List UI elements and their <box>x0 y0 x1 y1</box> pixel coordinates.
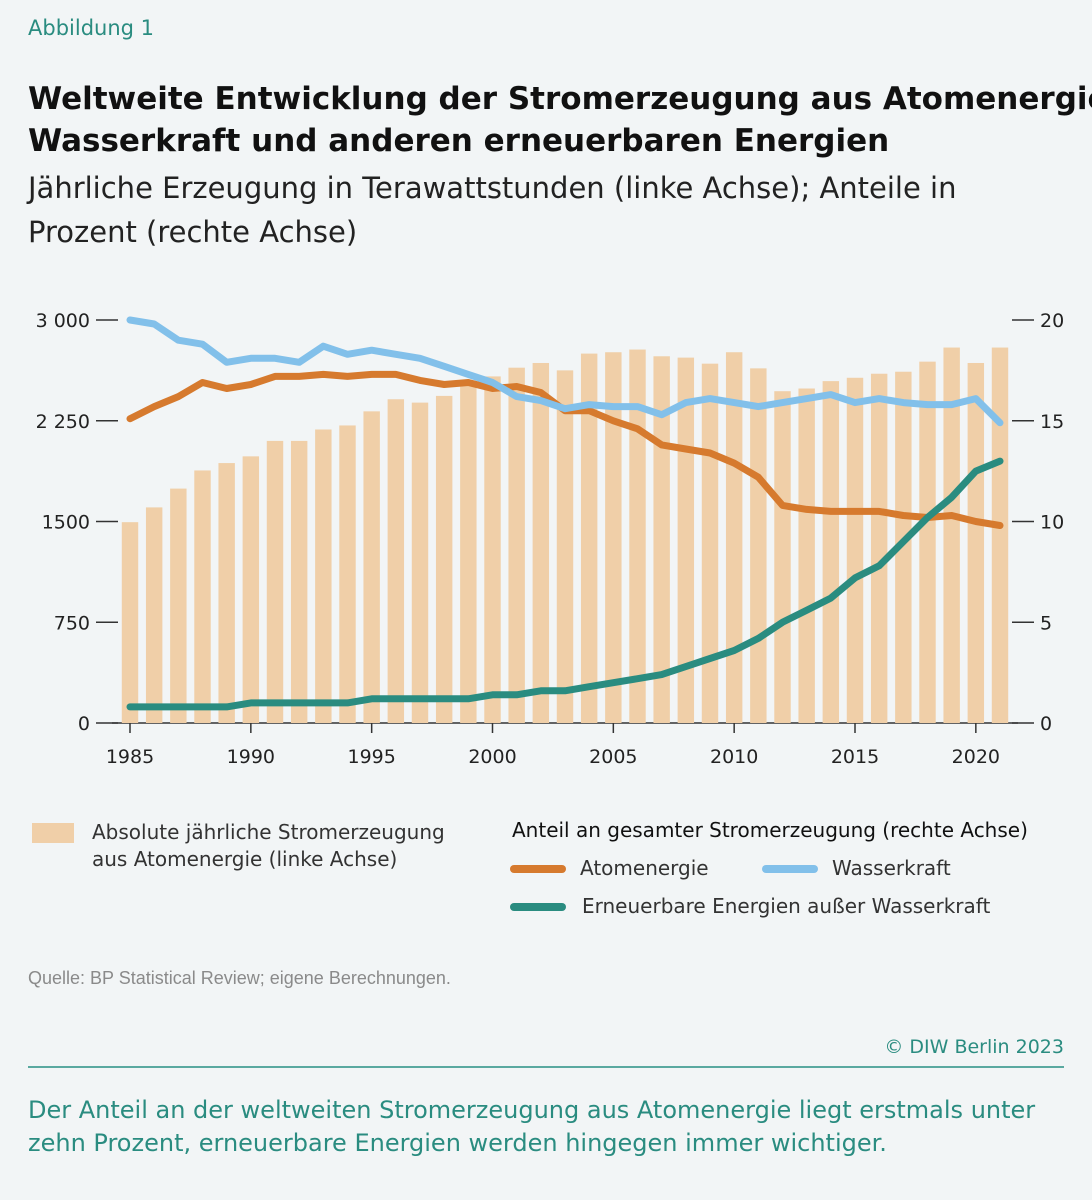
x-axis-tick-label: 2020 <box>952 746 1000 768</box>
right-axis-tick-label: 0 <box>1040 713 1052 735</box>
bar-1988 <box>194 470 211 723</box>
legend-hydro-label: Wasserkraft <box>832 856 951 880</box>
x-axis-tick-label: 1995 <box>347 746 395 768</box>
legend-nuclear-swatch <box>510 865 566 873</box>
bar-2003 <box>556 370 574 723</box>
x-axis-tick-label: 1990 <box>227 746 275 768</box>
chart-subtitle-line-2: Prozent (rechte Achse) <box>28 215 358 249</box>
source-note: Quelle: BP Statistical Review; eigene Be… <box>28 968 451 988</box>
bar-1987 <box>170 488 187 723</box>
figure-label: Abbildung 1 <box>28 16 155 40</box>
legend-bars-label: Absolute jährliche Stromerzeugung aus At… <box>92 819 445 873</box>
bar-2021 <box>991 347 1009 723</box>
left-axis-tick-label: 3 000 <box>36 310 90 332</box>
legend-bars-label-line-2: aus Atomenergie (linke Achse) <box>92 847 398 871</box>
chart-subtitle: Jährliche Erzeugung in Terawattstunden (… <box>28 166 956 254</box>
chart-title-line-2: Wasserkraft und anderen erneuerbaren Ene… <box>28 123 890 159</box>
left-axis-tick-label: 750 <box>54 612 90 634</box>
right-axis-tick-label: 15 <box>1040 411 1064 433</box>
legend-renewables-label: Erneuerbare Energien außer Wasserkraft <box>582 894 991 918</box>
legend-nuclear-label: Atomenergie <box>580 856 709 880</box>
right-axis-tick-label: 20 <box>1040 310 1064 332</box>
bar-1985 <box>121 522 139 723</box>
bar-2001 <box>508 367 525 723</box>
bar-2002 <box>532 362 550 723</box>
bar-1992 <box>290 440 308 723</box>
bar-1991 <box>266 440 284 723</box>
legend-group-title: Anteil an gesamter Stromerzeugung (recht… <box>512 818 1028 842</box>
combo-chart: 0 750 1500 2 250 3 000 0 5 10 15 20 1985 1990 1995 20… <box>36 310 1065 768</box>
bar-2009 <box>701 363 719 723</box>
bar-2011 <box>750 368 767 723</box>
chart-title-line-1: Weltweite Entwicklung der Stromerzeugung… <box>28 81 1092 117</box>
bar-2017 <box>895 371 912 723</box>
x-axis-tick-label: 2010 <box>710 746 758 768</box>
bars-layer <box>121 347 1009 723</box>
legend-bars-label-line-1: Absolute jährliche Stromerzeugung <box>92 820 445 844</box>
chart-subtitle-line-1: Jährliche Erzeugung in Terawattstunden (… <box>28 171 957 205</box>
bar-1997 <box>411 402 429 723</box>
bar-1990 <box>242 456 260 723</box>
bar-2018 <box>919 361 936 723</box>
bar-2019 <box>943 347 960 723</box>
bar-1998 <box>435 395 453 723</box>
tick-labels-layer: 0 750 1500 2 250 3 000 0 5 10 15 20 1985 1990 1995 20… <box>36 310 1065 768</box>
left-axis-tick-label: 2 250 <box>36 411 90 433</box>
series-line-1 <box>126 316 1004 427</box>
x-axis-tick-label: 2000 <box>468 746 516 768</box>
bar-1996 <box>387 399 405 723</box>
right-axis-tick-label: 10 <box>1040 512 1064 534</box>
x-axis-tick-label: 2015 <box>831 746 879 768</box>
bar-1999 <box>460 381 477 723</box>
copyright: © DIW Berlin 2023 <box>884 1036 1064 1058</box>
x-axis-tick-label: 1985 <box>106 746 154 768</box>
bar-2016 <box>870 373 888 723</box>
lines-layer <box>126 316 1004 711</box>
legend-renewables-swatch <box>510 903 566 911</box>
bar-2005 <box>605 352 622 723</box>
left-axis-tick-label: 0 <box>78 713 90 735</box>
bar-1989 <box>218 463 235 723</box>
bar-2006 <box>629 349 646 723</box>
bar-2012 <box>774 391 791 723</box>
bar-1986 <box>145 507 163 723</box>
chart-title: Weltweite Entwicklung der Stromerzeugung… <box>28 78 1092 162</box>
bar-1993 <box>315 429 332 723</box>
bar-2015 <box>846 377 864 723</box>
x-axis-tick-label: 2005 <box>589 746 637 768</box>
left-axis-tick-label: 1500 <box>42 512 90 534</box>
bar-2000 <box>484 376 501 723</box>
bar-1995 <box>363 411 380 723</box>
divider <box>28 1066 1064 1068</box>
legend-hydro-swatch <box>762 865 818 873</box>
right-axis-tick-label: 5 <box>1040 612 1052 634</box>
bar-1994 <box>339 425 356 723</box>
bar-2010 <box>725 352 743 723</box>
bar-2004 <box>580 353 598 723</box>
bar-2014 <box>822 381 840 723</box>
bar-2013 <box>798 388 815 723</box>
caption: Der Anteil an der weltweiten Stromerzeug… <box>28 1096 1036 1157</box>
bar-2020 <box>967 362 985 723</box>
legend-bars-swatch <box>32 823 74 843</box>
series-line-2 <box>126 457 1004 711</box>
